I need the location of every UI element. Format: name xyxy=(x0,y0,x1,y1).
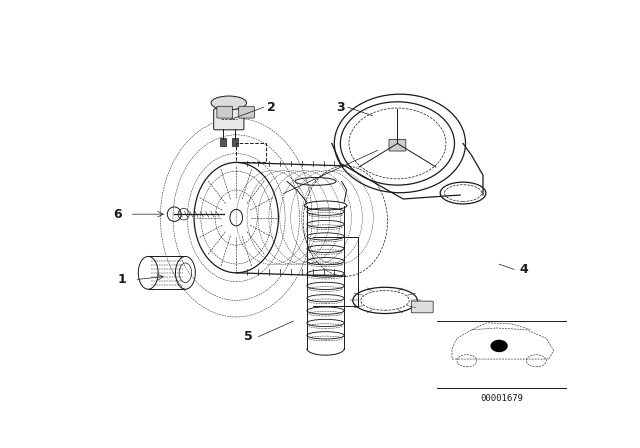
Text: 4: 4 xyxy=(520,263,528,276)
Text: 6: 6 xyxy=(113,208,122,221)
Bar xyxy=(220,138,226,146)
Bar xyxy=(232,138,237,146)
Text: 1: 1 xyxy=(118,273,127,286)
FancyBboxPatch shape xyxy=(217,106,232,118)
Text: 5: 5 xyxy=(244,330,253,343)
Text: 00001679: 00001679 xyxy=(480,393,523,403)
FancyBboxPatch shape xyxy=(239,106,254,118)
Text: 2: 2 xyxy=(267,101,275,114)
Text: 3: 3 xyxy=(336,101,345,114)
FancyBboxPatch shape xyxy=(214,109,244,130)
FancyBboxPatch shape xyxy=(412,301,433,313)
Circle shape xyxy=(491,340,507,352)
FancyBboxPatch shape xyxy=(389,139,406,151)
Ellipse shape xyxy=(211,96,246,110)
